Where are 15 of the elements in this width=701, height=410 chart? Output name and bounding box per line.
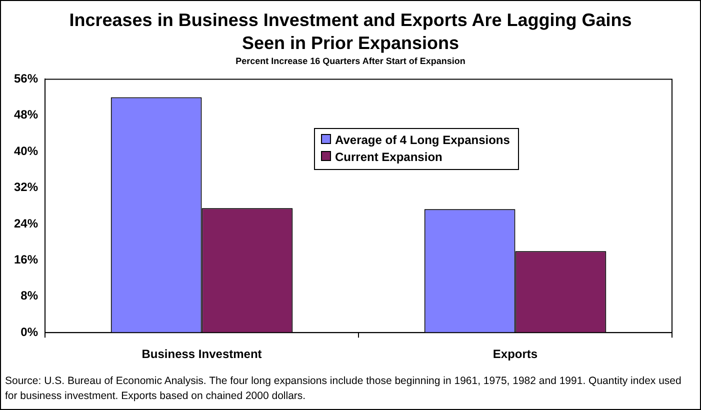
y-tick-label: 48% — [14, 108, 38, 122]
x-tick-label: Exports — [492, 347, 538, 362]
y-tick-label: 0% — [20, 324, 38, 339]
y-tick-label: 56% — [14, 72, 38, 86]
y-tick-label: 8% — [20, 288, 38, 303]
y-tick-label: 24% — [14, 216, 38, 230]
legend-label: Average of 4 Long Expansions — [334, 132, 510, 149]
y-tick-label: 16% — [14, 252, 38, 267]
y-tick-label: 32% — [14, 180, 38, 194]
x-tick-label: Business Investment — [142, 347, 262, 362]
source-note: Source: U.S. Bureau of Economic Analysis. The four long expansions include those beginning in 1961, 1975, 1982 and 1991. Quantity index used for business investment. Exports based on chained 2000 dollars. — [5, 374, 682, 404]
legend-label: Current Expansion — [334, 149, 444, 166]
chart-title: Increases in Business Investment and Exports Are Lagging Gains Seen in Prior Expansions — [68, 9, 633, 55]
y-tick-label: 40% — [14, 144, 38, 158]
chart-subtitle: Percent Increase 16 Quarters After Start of Expansion — [234, 56, 466, 66]
